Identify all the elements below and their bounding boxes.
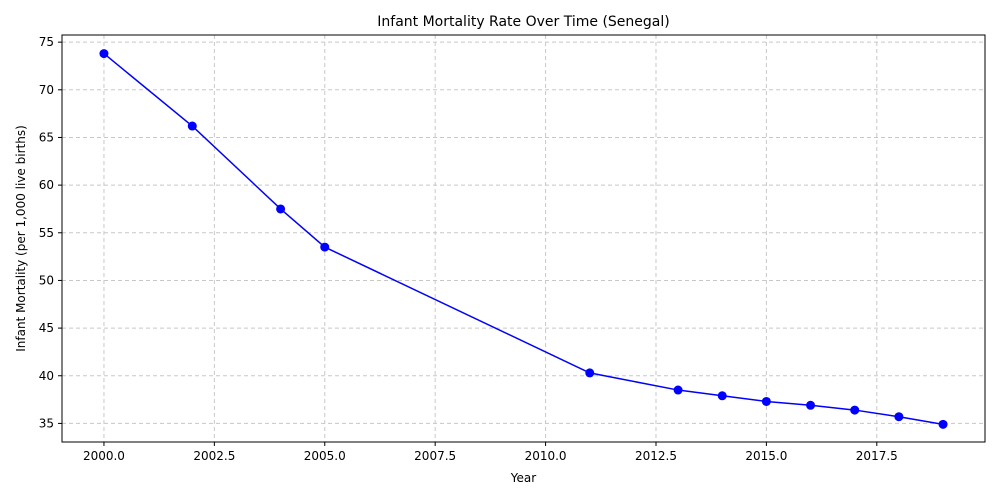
x-tick-label: 2000.0 (83, 449, 125, 463)
data-point-marker (585, 368, 595, 378)
data-point-marker (894, 412, 904, 422)
grid-lines (62, 35, 985, 442)
y-tick-label: 50 (39, 273, 54, 287)
series-markers (99, 49, 948, 429)
chart-title: Infant Mortality Rate Over Time (Senegal… (377, 14, 669, 30)
data-point-marker (761, 396, 771, 406)
data-point-marker (187, 121, 197, 131)
data-point-marker (99, 49, 109, 59)
x-tick-label: 2012.5 (635, 449, 677, 463)
y-tick-label: 40 (39, 369, 54, 383)
x-tick-label: 2010.0 (525, 449, 567, 463)
x-tick-label: 2007.5 (414, 449, 456, 463)
y-tick-label: 60 (39, 178, 54, 192)
y-tick-label: 65 (39, 130, 54, 144)
data-point-marker (850, 405, 860, 415)
series-lines (103, 53, 944, 426)
data-point-marker (938, 419, 948, 429)
plot-frame (61, 34, 986, 443)
data-point-marker (806, 400, 816, 410)
x-tick-label: 2015.0 (745, 449, 787, 463)
y-axis-ticks: 35 40 45 50 55 60 65 70 75 (39, 35, 62, 430)
data-point-marker (320, 242, 330, 252)
x-tick-label: 2002.5 (193, 449, 235, 463)
x-tick-label: 2017.5 (856, 449, 898, 463)
y-tick-label: 35 (39, 416, 54, 430)
x-axis-ticks: 2000.0 2002.5 2005.0 2007.5 2010.0 2012.5 2015… (83, 442, 898, 463)
y-tick-label: 45 (39, 321, 54, 335)
x-axis-label: Year (510, 471, 536, 485)
y-axis-label: Infant Mortality (per 1,000 live births) (14, 125, 28, 352)
y-tick-label: 75 (39, 35, 54, 49)
x-tick-label: 2005.0 (304, 449, 346, 463)
y-tick-label: 70 (39, 83, 54, 97)
series-line (103, 53, 944, 426)
y-tick-label: 55 (39, 226, 54, 240)
data-point-marker (276, 204, 286, 214)
data-point-marker (717, 391, 727, 401)
data-point-marker (673, 385, 683, 395)
